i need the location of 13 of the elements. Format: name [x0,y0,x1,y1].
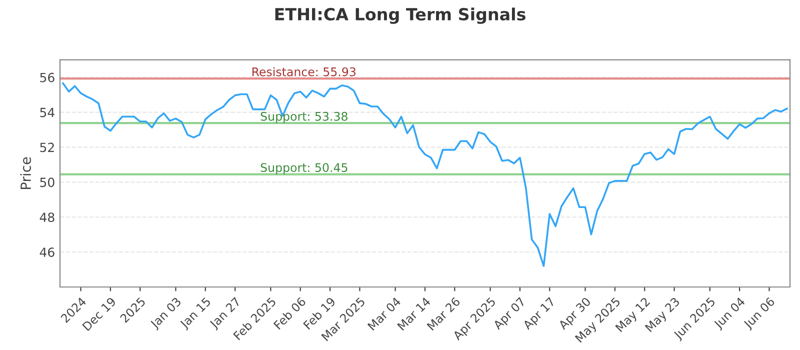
ref-line-label: Support: 53.38 [260,112,348,124]
ref-line-label: Support: 50.45 [260,163,348,174]
y-tick-label: 56 [40,72,54,82]
line-series [62,82,788,267]
y-tick-label: 50 [40,178,54,188]
y-tick-label: 54 [40,108,54,118]
y-tick-label: 46 [40,248,54,257]
y-tick-label: 52 [40,142,54,152]
chart-title: ETHI:CA Long Term Signals [275,8,526,24]
ref-line-label: Resistance: 55.93 [252,67,356,76]
y-axis-title: Price [20,157,31,190]
y-tick-label: 48 [40,212,54,222]
x-tick-label: Apr 17 [522,297,557,332]
